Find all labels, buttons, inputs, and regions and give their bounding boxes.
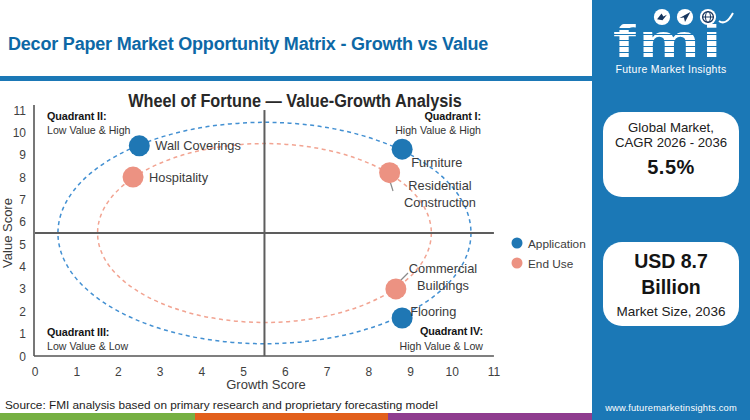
x-tick-label: 2: [115, 365, 122, 379]
quadrant-label-bottom-left: Quadrant III:: [47, 326, 109, 338]
y-tick-label: 6: [19, 215, 26, 229]
x-tick-label: 0: [32, 365, 39, 379]
legend-label-application: Application: [528, 237, 586, 251]
y-tick-label: 7: [19, 193, 26, 207]
opportunity-matrix-chart: Wheel of Fortune — Value-Growth Analysis…: [0, 83, 592, 420]
market-size-value-line1: USD 8.7: [603, 248, 739, 274]
quadrant-label-top-left: Quadrant II:: [47, 110, 106, 122]
y-tick-label: 2: [19, 305, 26, 319]
y-tick-label: 11: [14, 104, 27, 118]
data-point-furniture: [392, 139, 413, 160]
y-tick-label: 5: [19, 238, 26, 252]
x-tick-label: 10: [446, 365, 460, 379]
data-point-commercial-buildings: [385, 278, 406, 299]
cagr-value: 5.5%: [603, 156, 739, 179]
cagr-line1: Global Market,: [603, 120, 739, 135]
source-note: Source: FMI analysis based on primary re…: [5, 398, 438, 412]
cagr-line2: CAGR 2026 - 2036: [603, 135, 739, 150]
y-tick-label: 0: [19, 350, 26, 364]
quadrant-label-top-right: Quadrant I:: [425, 110, 482, 122]
y-axis-title: Value Score: [0, 198, 15, 268]
header-divider: [0, 76, 592, 81]
point-label-commercial-buildings: Buildings: [417, 278, 469, 293]
legend-dot-end-use: [512, 258, 523, 269]
footer-strip-orange: [195, 413, 388, 420]
point-label-hospitality: Hospitality: [149, 170, 209, 185]
quadrant-desc-top-right: High Value & High: [395, 124, 481, 136]
website-link: www.futuremarketinsights.com: [592, 403, 750, 413]
fmi-logo: fmi Future Market Insights: [592, 0, 750, 80]
data-point-hospitality: [123, 167, 144, 188]
point-label-residential-construction: Construction: [404, 195, 476, 210]
y-tick-label: 4: [19, 260, 26, 274]
y-tick-label: 8: [19, 171, 26, 185]
data-point-wall-coverings: [129, 135, 150, 156]
x-tick-label: 4: [199, 365, 206, 379]
sidebar: fmi Future Market Insights Global Market…: [592, 0, 750, 420]
legend-label-end-use: End Use: [528, 257, 574, 271]
x-axis-title: Growth Score: [226, 377, 305, 392]
quadrant-desc-bottom-left: Low Value & Low: [47, 340, 128, 352]
x-tick-label: 1: [73, 365, 80, 379]
point-label-furniture: Furniture: [411, 155, 462, 170]
quadrant-label-bottom-right: Quadrant IV:: [420, 325, 483, 337]
chart-title: Wheel of Fortune — Value-Growth Analysis: [128, 90, 462, 111]
legend-dot-application: [512, 238, 523, 249]
y-tick-label: 10: [13, 126, 27, 140]
market-size-label: Market Size, 2036: [603, 304, 739, 319]
cagr-stat-box: Global Market, CAGR 2026 - 2036 5.5%: [603, 112, 739, 197]
y-tick-label: 9: [19, 148, 26, 162]
point-label-residential-construction: Residential: [408, 178, 471, 193]
footer-strip-green: [0, 413, 195, 420]
point-label-flooring: Flooring: [410, 304, 456, 319]
page-title: Decor Paper Market Opportunity Matrix - …: [8, 34, 488, 55]
fmi-logo-tagline: Future Market Insights: [592, 63, 750, 75]
market-size-stat-box: USD 8.7 Billion Market Size, 2036: [603, 242, 739, 326]
x-tick-label: 8: [365, 365, 372, 379]
quadrant-desc-bottom-right: High Value & Low: [400, 340, 484, 352]
fmi-logo-text: fmi: [613, 18, 724, 64]
y-tick-label: 1: [19, 327, 26, 341]
data-point-residential-construction: [379, 162, 400, 183]
x-tick-label: 7: [324, 365, 331, 379]
x-tick-label: 9: [407, 365, 414, 379]
x-tick-label: 11: [488, 365, 501, 379]
x-tick-label: 3: [157, 365, 164, 379]
y-tick-label: 3: [19, 282, 26, 296]
point-label-wall-coverings: Wall Coverings: [155, 138, 241, 153]
quadrant-desc-top-left: Low Value & High: [47, 124, 131, 136]
footer-strip-purple: [388, 413, 592, 420]
market-size-value-line2: Billion: [603, 274, 739, 300]
point-label-commercial-buildings: Commercial: [409, 261, 477, 276]
